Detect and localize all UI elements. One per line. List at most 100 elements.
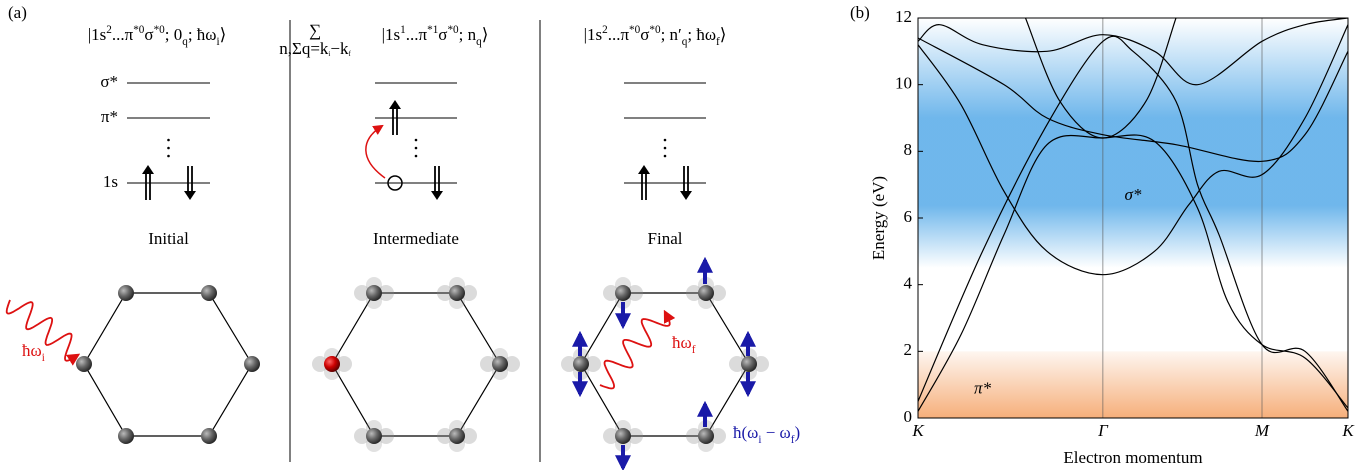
atom xyxy=(573,356,589,372)
figure: (a) |1s2...π*0σ*0; 0q; ħωi⟩Initial∑n,Σq=… xyxy=(0,0,1370,470)
math-text: |1s2...π*0σ*0; 0q; ħωi⟩ xyxy=(88,24,227,48)
region-label: σ* xyxy=(1125,185,1142,204)
level-label: 1s xyxy=(103,172,118,191)
y-tick-label: 6 xyxy=(904,207,913,226)
y-axis-label: Energy (eV) xyxy=(869,176,888,260)
math-part: σ xyxy=(640,25,649,44)
lattice xyxy=(332,293,500,436)
math-text: n,Σq=ki−kf xyxy=(279,39,351,58)
math-part: ; ħω xyxy=(188,25,217,44)
math-part: ħω xyxy=(672,333,692,352)
math-part: ⟩ xyxy=(220,25,227,44)
arrow-head xyxy=(431,191,443,200)
panel-label: (b) xyxy=(850,3,870,22)
math-part: σ xyxy=(438,25,447,44)
atom xyxy=(244,356,260,372)
ellipsis-dot xyxy=(415,139,418,142)
atom xyxy=(615,285,631,301)
lattice xyxy=(84,293,252,436)
math-part: ; ħω xyxy=(687,25,716,44)
atom xyxy=(449,285,465,301)
math-part: i xyxy=(42,352,45,364)
math-part: |1s xyxy=(584,25,603,44)
math-part: −k xyxy=(330,39,349,58)
math-part: ħω xyxy=(22,341,42,360)
ellipsis-dot xyxy=(664,155,667,158)
math-part: *0 xyxy=(154,24,166,36)
atom xyxy=(366,428,382,444)
caption: Intermediate xyxy=(373,229,459,248)
panel-label: (a) xyxy=(8,3,27,22)
math-part: *0 xyxy=(447,24,459,36)
x-tick-label: K xyxy=(911,421,925,440)
y-tick-label: 0 xyxy=(904,407,913,426)
arrow-head xyxy=(680,191,692,200)
ellipsis-dot xyxy=(167,147,170,150)
lattice xyxy=(581,293,749,436)
excitation xyxy=(366,126,385,178)
atom xyxy=(118,428,134,444)
atom xyxy=(201,285,217,301)
ellipsis-dot xyxy=(167,139,170,142)
arrow-head xyxy=(184,191,196,200)
band-region xyxy=(918,18,1348,268)
atom xyxy=(324,356,340,372)
y-tick-label: 8 xyxy=(904,140,913,159)
math-part: |1s xyxy=(382,25,401,44)
x-tick-label: Γ xyxy=(1097,421,1109,440)
arrow-head xyxy=(142,165,154,174)
y-tick-label: 10 xyxy=(895,74,912,93)
math-part: |1s xyxy=(88,25,107,44)
math-part: *0 xyxy=(649,24,661,36)
ellipsis-dot xyxy=(415,155,418,158)
atom xyxy=(76,356,92,372)
math-part: ; n′ xyxy=(661,25,682,44)
y-tick-label: 12 xyxy=(895,7,912,26)
ellipsis-dot xyxy=(664,147,667,150)
math-text: |1s1...π*1σ*0; nq⟩ xyxy=(382,24,489,48)
atom xyxy=(698,285,714,301)
math-part: ; 0 xyxy=(165,25,182,44)
x-axis-label: Electron momentum xyxy=(1063,448,1202,467)
math-text: ħ(ωi − ωf) xyxy=(733,423,800,446)
ellipsis-dot xyxy=(167,155,170,158)
math-part: *0 xyxy=(133,24,145,36)
math-part: *0 xyxy=(629,24,641,36)
ellipsis-dot xyxy=(664,139,667,142)
panel-a: (a) |1s2...π*0σ*0; 0q; ħωi⟩Initial∑n,Σq=… xyxy=(7,3,800,468)
math-part: ; n xyxy=(459,25,477,44)
x-tick-label: M xyxy=(1254,421,1270,440)
math-text: ħωi xyxy=(22,341,45,364)
math-part: − ω xyxy=(761,423,790,442)
level-label: σ* xyxy=(100,72,118,91)
photon-out xyxy=(600,312,670,389)
math-part: *1 xyxy=(427,24,438,36)
math-part: ) xyxy=(794,423,800,442)
atom xyxy=(615,428,631,444)
math-part: ...π xyxy=(608,25,630,44)
math-text: ħωf xyxy=(672,333,696,356)
math-part: ⟩ xyxy=(482,25,489,44)
arrow-head xyxy=(389,100,401,109)
math-part: f xyxy=(348,50,351,58)
level-label: π* xyxy=(101,107,118,126)
region-label: π* xyxy=(974,379,992,398)
math-part: ⟩ xyxy=(720,25,727,44)
atom xyxy=(366,285,382,301)
sum-sign: ∑ xyxy=(309,21,321,40)
math-part: f xyxy=(692,344,696,356)
atom xyxy=(698,428,714,444)
math-part: ...π xyxy=(112,25,134,44)
atom xyxy=(492,356,508,372)
atom xyxy=(118,285,134,301)
math-part: n,Σq=k xyxy=(279,39,329,58)
math-text: |1s2...π*0σ*0; n′q; ħωf⟩ xyxy=(584,24,727,48)
ellipsis-dot xyxy=(415,147,418,150)
math-part: ...π xyxy=(406,25,428,44)
atom xyxy=(201,428,217,444)
math-part: ħ(ω xyxy=(733,423,758,442)
y-tick-label: 2 xyxy=(904,340,913,359)
arrow-head xyxy=(638,165,650,174)
atom xyxy=(449,428,465,444)
